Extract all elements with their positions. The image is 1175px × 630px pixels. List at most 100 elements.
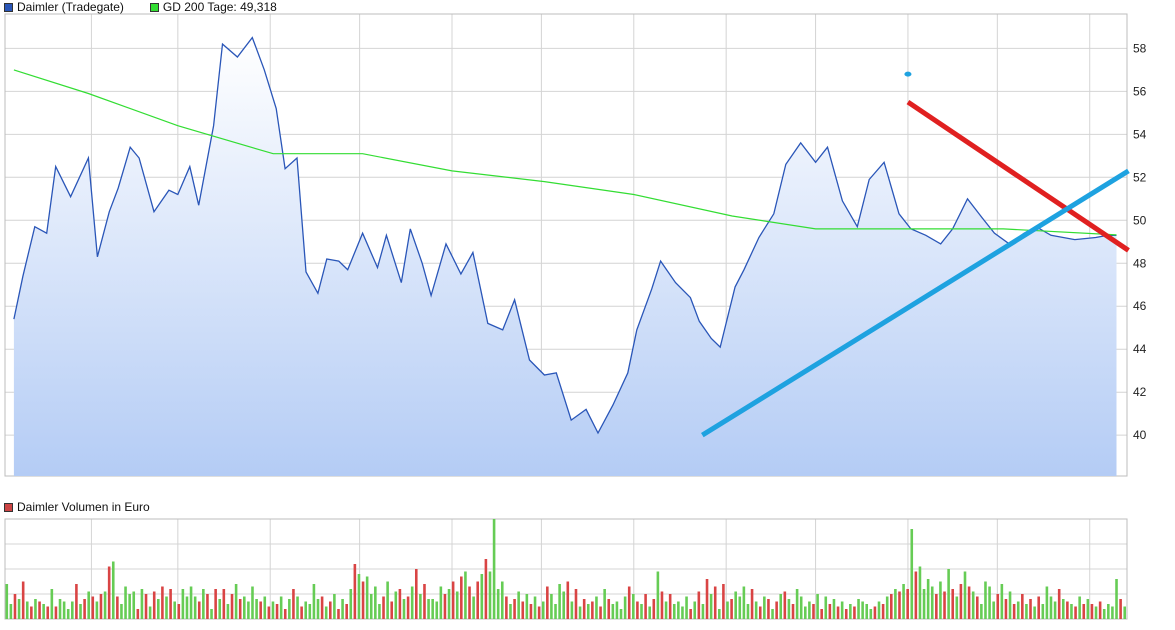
volume-bar [103, 591, 107, 619]
volume-bar [910, 529, 914, 619]
price-legend: Daimler (Tradegate) GD 200 Tage: 49,318 [4, 0, 303, 14]
volume-bar [62, 601, 66, 619]
volume-bar [681, 606, 684, 619]
volume-bar [890, 594, 893, 619]
volume-bar [283, 609, 287, 619]
price-tick-label: 40 [1133, 428, 1147, 442]
volume-bar [9, 604, 13, 619]
volume-bar [943, 591, 946, 619]
volume-bar [697, 591, 701, 619]
volume-bar [128, 594, 131, 619]
volume-bar [197, 601, 201, 619]
volume-bar [1123, 606, 1126, 619]
volume-bar [226, 604, 230, 619]
volume-bar [152, 591, 156, 619]
volume-bar [816, 594, 819, 619]
volume-bar [300, 606, 303, 619]
volume-bar [46, 606, 50, 619]
volume-bar [1004, 599, 1008, 619]
volume-bar [648, 606, 651, 619]
volume-bar [849, 604, 852, 619]
volume-bar [689, 609, 692, 619]
volume-bar [705, 579, 709, 619]
volume-bar [603, 589, 606, 619]
volume-bar [111, 561, 115, 619]
volume-bar [58, 599, 62, 619]
volume-bar [521, 601, 525, 619]
volume-bar [693, 601, 697, 619]
volume-bar [578, 606, 582, 619]
volume-bar [259, 601, 262, 619]
volume-bar [42, 604, 45, 619]
volume-bar [701, 604, 705, 619]
marker-dot [904, 71, 912, 77]
volume-bar [451, 581, 455, 619]
volume-bar [1033, 606, 1036, 619]
volume-bar [423, 584, 426, 619]
legend-item-volume: Daimler Volumen in Euro [4, 500, 150, 514]
volume-bar [255, 599, 258, 619]
volume-bar [844, 609, 848, 619]
legend-label-volume: Daimler Volumen in Euro [17, 500, 150, 514]
volume-bar [562, 591, 565, 619]
volume-bar [853, 606, 856, 619]
legend-label-daimler: Daimler (Tradegate) [17, 0, 124, 14]
volume-bar [87, 591, 90, 619]
volume-bar [771, 609, 774, 619]
volume-bar [30, 606, 33, 619]
volume-bar [820, 609, 823, 619]
volume-bar [1061, 599, 1065, 619]
volume-bar [455, 591, 459, 619]
volume-frame [4, 518, 1128, 620]
volume-bar [202, 589, 205, 619]
volume-bar [460, 576, 463, 619]
volume-bar [1094, 606, 1098, 619]
volume-bar [730, 599, 733, 619]
volume-bar [1041, 604, 1045, 619]
volume-bar [1012, 604, 1016, 619]
volume-bar [329, 601, 332, 619]
volume-bar [1098, 601, 1102, 619]
volume-bar [1115, 579, 1118, 619]
price-axis: 40 42 44 46 48 50 52 54 56 58 [1133, 41, 1147, 442]
volume-bar [353, 564, 357, 619]
volume-bar [148, 606, 152, 619]
volume-bar [169, 589, 172, 619]
volume-bar [550, 594, 553, 619]
volume-bar [623, 596, 627, 619]
volume-bar [963, 571, 967, 619]
volume-bar [443, 594, 447, 619]
volume-bar [517, 591, 520, 619]
volume-bar [836, 606, 840, 619]
volume-bar [541, 601, 545, 619]
volume-bar [566, 581, 570, 619]
volume-bar [349, 589, 353, 619]
volume-bar [324, 606, 328, 619]
volume-bar [955, 596, 959, 619]
volume-bar [525, 594, 529, 619]
volume-bar [431, 599, 434, 619]
volume-bar [980, 604, 983, 619]
volume-bar [1045, 586, 1049, 619]
volume-bar [644, 594, 647, 619]
volume-bar [320, 596, 324, 619]
volume-bar [71, 601, 74, 619]
volume-bar [1008, 591, 1012, 619]
volume-bar [763, 596, 766, 619]
volume-bar [615, 601, 619, 619]
volume-bar [1070, 604, 1073, 619]
volume-bar [640, 604, 643, 619]
volume-bar [374, 586, 377, 619]
volume-bar [1074, 606, 1077, 619]
volume-bar [918, 566, 922, 619]
volume-bar [914, 571, 918, 619]
volume-bar [509, 604, 512, 619]
volume-bar [906, 589, 909, 619]
volume-bar [898, 591, 901, 619]
volume-bar [173, 601, 176, 619]
volume-bar [406, 596, 410, 619]
volume-bar [656, 571, 660, 619]
volume-bar [38, 601, 41, 619]
volume-bar [361, 581, 365, 619]
